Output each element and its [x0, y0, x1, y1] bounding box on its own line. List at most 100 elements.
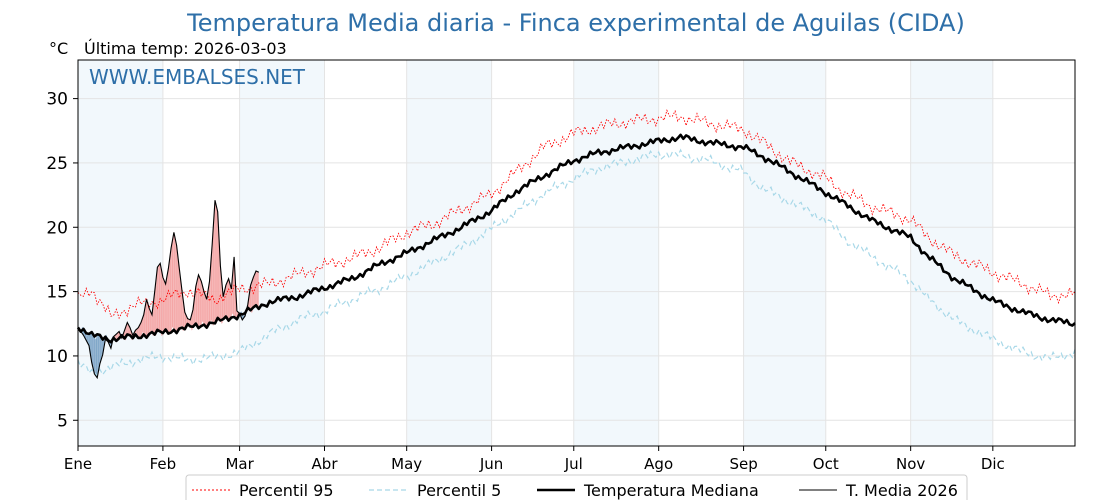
anomaly-above-segment [217, 208, 218, 320]
anomaly-above-segment [210, 262, 211, 323]
anomaly-above-segment [195, 283, 197, 324]
anomaly-above-segment [223, 293, 224, 320]
anomaly-above-segment [146, 299, 148, 339]
anomaly-above-segment [158, 265, 159, 333]
anomaly-above-segment [206, 297, 207, 328]
anomaly-above-segment [201, 283, 203, 323]
anomaly-above-segment [203, 289, 204, 325]
anomaly-above-segment [144, 307, 146, 335]
anomaly-above-segment [143, 314, 144, 335]
series-line-percentil-95 [77, 109, 1076, 320]
anomaly-above-segment [215, 203, 217, 325]
x-tick-label: May [391, 455, 422, 473]
anomaly-above-segment [157, 266, 159, 331]
anomaly-below-segment [95, 337, 97, 377]
anomaly-above-segment [162, 273, 163, 336]
anomaly-below-segment [101, 339, 102, 360]
anomaly-above-segment [206, 294, 208, 328]
anomaly-above-segment [254, 272, 256, 308]
y-tick-label: 30 [46, 90, 68, 110]
anomaly-above-segment [154, 285, 156, 336]
legend-label: Temperatura Mediana [583, 481, 759, 500]
legend-label: Percentil 95 [239, 481, 334, 500]
legend-box [185, 474, 968, 500]
x-tick-label: Mar [225, 455, 254, 473]
anomaly-above-segment [209, 271, 211, 323]
x-tick-label: Sep [729, 455, 757, 473]
anomaly-below-segment [88, 333, 89, 346]
anomaly-above-segment [220, 265, 222, 323]
anomaly-above-segment [218, 225, 220, 322]
anomaly-above-segment [212, 233, 213, 326]
anomaly-above-segment [224, 288, 226, 319]
anomaly-above-segment [198, 274, 200, 329]
anomaly-above-segment [173, 232, 174, 330]
anomaly-above-segment [210, 253, 212, 321]
anomaly-above-segment [177, 256, 179, 330]
anomaly-above-segment [171, 240, 173, 330]
anomaly-above-segment [225, 285, 226, 319]
anomaly-above-segment [163, 279, 165, 332]
anomaly-above-segment [200, 279, 202, 328]
anomaly-above-segment [175, 242, 177, 334]
anomaly-above-segment [231, 280, 233, 318]
anomaly-below-segment [97, 334, 99, 375]
anomaly-above-segment [164, 282, 166, 332]
anomaly-above-segment [164, 280, 165, 332]
anomaly-above-segment [222, 289, 224, 323]
anomaly-above-segment [205, 295, 207, 326]
anomaly-above-segment [192, 309, 194, 330]
anomaly-above-segment [211, 243, 213, 323]
anomaly-above-segment [147, 303, 149, 336]
anomaly-below-segment [93, 336, 94, 372]
anomaly-above-segment [227, 280, 228, 322]
anomaly-above-segment [138, 325, 140, 337]
anomaly-above-segment [180, 274, 181, 329]
anomaly-below-segment [99, 334, 101, 364]
anomaly-below-segment [96, 334, 98, 378]
anomaly-above-segment [145, 303, 146, 335]
anomaly-above-segment [213, 211, 215, 326]
x-tick-label: Abr [312, 455, 339, 473]
anomaly-below-segment [93, 336, 95, 374]
anomaly-above-segment [251, 279, 253, 314]
anomaly-above-segment [232, 264, 234, 316]
anomaly-above-segment [153, 297, 155, 336]
anomaly-below-segment [100, 335, 102, 362]
watermark: WWW.EMBALSES.NET [89, 65, 306, 89]
anomaly-above-segment [141, 318, 143, 335]
anomaly-above-segment [173, 232, 175, 330]
anomaly-below-segment [97, 334, 98, 378]
series-line-media-2026 [77, 200, 260, 380]
month-band [239, 60, 325, 446]
x-tick-label: Dic [981, 455, 1005, 473]
anomaly-below-segment [91, 331, 92, 363]
y-tick-label: 20 [46, 218, 68, 238]
anomaly-above-segment [181, 285, 183, 328]
x-tick-label: Jun [479, 455, 503, 473]
x-tick-label: Oct [813, 455, 839, 473]
anomaly-above-segment [172, 236, 174, 329]
anomaly-above-segment [143, 310, 145, 335]
anomaly-above-segment [167, 268, 169, 334]
anomaly-below-segment [101, 339, 103, 357]
anomaly-above-segment [216, 206, 218, 323]
anomaly-above-segment [178, 262, 180, 329]
anomaly-above-segment [251, 281, 252, 314]
anomaly-above-segment [162, 277, 164, 334]
anomaly-above-segment [149, 308, 150, 335]
month-band [573, 60, 659, 446]
anomaly-above-segment [166, 276, 168, 330]
anomaly-above-segment [147, 301, 148, 339]
anomaly-below-segment [91, 332, 93, 366]
anomaly-above-segment [180, 280, 182, 327]
anomaly-above-segment [253, 275, 254, 308]
series-line-mediana [76, 133, 1076, 344]
anomaly-above-segment [223, 290, 225, 319]
anomaly-above-segment [179, 268, 181, 329]
anomaly-above-segment [174, 235, 176, 330]
anomaly-above-segment [208, 285, 209, 324]
anomaly-above-segment [160, 266, 162, 336]
anomaly-above-segment [167, 272, 168, 334]
